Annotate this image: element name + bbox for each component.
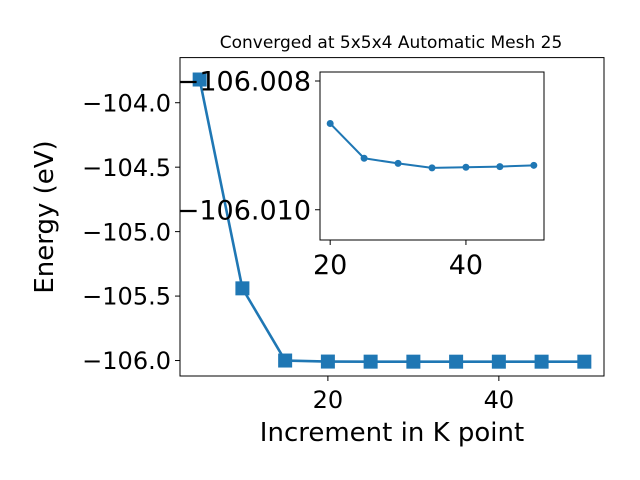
data-point [363, 354, 378, 369]
data-point [534, 354, 549, 369]
y-tick-label: −106.008 [177, 67, 311, 98]
data-point [428, 164, 436, 172]
main-x-ticks: 20 40 [313, 376, 515, 414]
y-tick-label: −105.0 [82, 218, 171, 246]
data-point [530, 161, 538, 169]
x-tick-label: 20 [313, 250, 347, 281]
x-tick-label: 40 [449, 250, 483, 281]
data-point [394, 159, 402, 167]
data-point [577, 354, 592, 369]
data-point [449, 354, 464, 369]
inset-x-ticks: 20 40 [313, 240, 483, 281]
series-line [198, 79, 585, 363]
main-plot-frame [179, 57, 605, 377]
main-y-ticks: −104.0 −104.5 −105.0 −105.5 −106.0 [82, 89, 180, 375]
data-point [496, 163, 504, 171]
y-tick-label: −104.5 [82, 154, 171, 182]
y-tick-label: −106.0 [82, 347, 171, 375]
y-tick-label: −106.010 [177, 195, 311, 226]
y-axis-label: Energy (eV) [30, 140, 60, 293]
inset-background [320, 72, 544, 240]
data-point [192, 72, 207, 87]
y-tick-label: −104.0 [82, 89, 171, 117]
x-tick-label: 20 [313, 386, 344, 414]
data-point [406, 354, 421, 369]
inset-plot-frame [319, 71, 545, 241]
x-axis-label: Increment in K point [260, 418, 524, 448]
data-point [491, 354, 506, 369]
x-tick-label: 40 [484, 386, 515, 414]
data-point [320, 354, 335, 369]
data-point [278, 353, 293, 368]
main-chart: Converged at 5x5x4 Automatic Mesh 25 20 4… [30, 33, 605, 448]
inset-y-ticks: −106.010 −106.008 [177, 67, 320, 226]
inset-series-layer [326, 119, 538, 172]
y-tick-label: −105.5 [82, 283, 171, 311]
data-point [235, 281, 250, 296]
data-point [326, 119, 334, 127]
data-point [360, 154, 368, 162]
data-point [462, 163, 470, 171]
chart-title: Converged at 5x5x4 Automatic Mesh 25 [220, 33, 563, 53]
main-series-layer [192, 72, 592, 369]
inset-chart: 20 40 −106.010−106.008 [177, 67, 545, 281]
